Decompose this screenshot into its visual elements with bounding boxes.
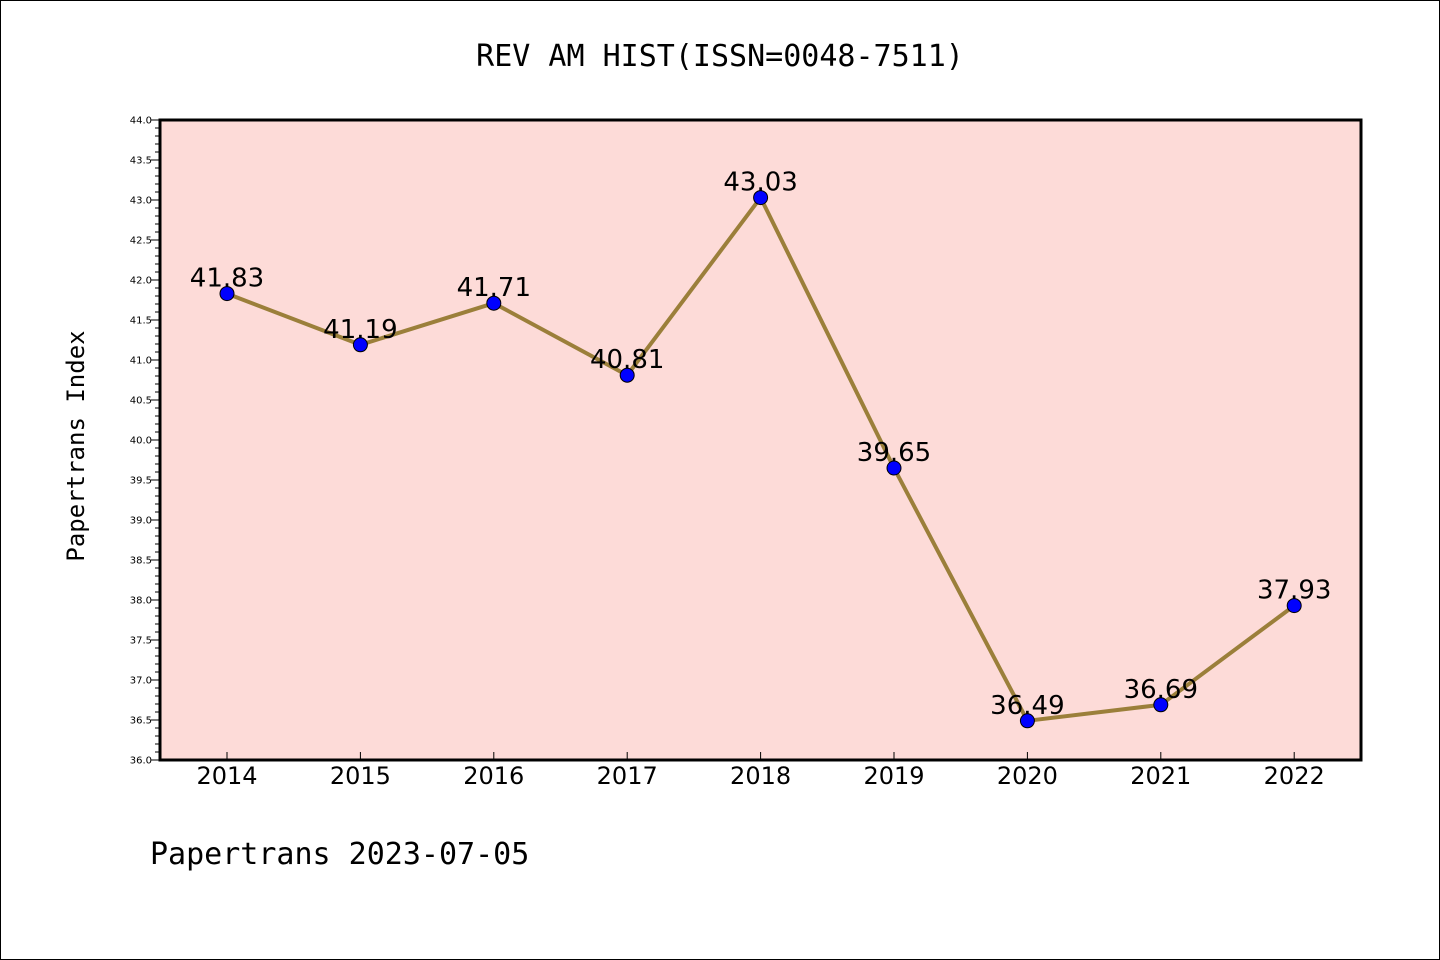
y-tick-label: 36.5 — [130, 716, 152, 727]
x-tick-label: 2016 — [463, 762, 524, 790]
data-labels: 41.83 41.19 41.71 40.81 43.03 39.65 36.49 36.69… — [190, 168, 1332, 721]
data-point — [1286, 598, 1302, 614]
x-tick-label: 2019 — [863, 762, 924, 790]
data-label: 40.81 — [590, 345, 664, 375]
y-tick-label: 42.5 — [130, 236, 152, 247]
y-tick-label: 43.5 — [130, 156, 152, 167]
x-tick-label: 2014 — [196, 762, 257, 790]
data-label: 43.03 — [723, 168, 797, 198]
data-label: 37.93 — [1257, 576, 1331, 606]
y-tick-label: 41.0 — [130, 356, 152, 367]
data-point — [619, 367, 635, 383]
chart-title: REV AM HIST(ISSN=0048-7511) — [476, 39, 964, 74]
data-label: 41.83 — [190, 264, 264, 294]
y-axis-label: Papertrans Index — [62, 330, 90, 561]
data-label: 41.19 — [323, 315, 397, 345]
plot-area — [160, 120, 1361, 760]
data-point — [486, 295, 502, 311]
y-tick-label: 38.0 — [130, 596, 152, 607]
x-axis: 2014 2015 2016 2017 2018 2019 2020 2021 2022 — [196, 752, 1325, 790]
data-points — [219, 190, 1302, 729]
data-point — [1153, 697, 1169, 713]
data-label: 41.71 — [457, 273, 531, 303]
data-point — [352, 337, 368, 353]
x-tick-label: 2020 — [997, 762, 1058, 790]
data-label: 36.69 — [1124, 675, 1198, 705]
data-label: 39.65 — [857, 438, 931, 468]
x-tick-label: 2021 — [1130, 762, 1191, 790]
y-tick-label: 41.5 — [130, 316, 152, 327]
y-tick-label: 40.5 — [130, 396, 152, 407]
y-tick-label: 38.5 — [130, 556, 152, 567]
data-point — [219, 286, 235, 302]
y-tick-label: 37.0 — [130, 676, 152, 687]
data-point — [886, 460, 902, 476]
footer-text: Papertrans 2023-07-05 — [150, 837, 529, 872]
data-label: 36.49 — [990, 691, 1064, 721]
y-tick-label: 42.0 — [130, 276, 152, 287]
y-tick-label: 39.0 — [130, 516, 152, 527]
y-axis: 36.0 36.5 37.0 37.5 38.0 38.5 39.0 39.5 40.0 40.5… — [130, 116, 160, 767]
y-tick-label: 40.0 — [130, 436, 152, 447]
y-tick-label: 36.0 — [130, 756, 152, 767]
x-tick-label: 2022 — [1264, 762, 1325, 790]
y-tick-label: 37.5 — [130, 636, 152, 647]
data-point — [753, 190, 769, 206]
x-tick-label: 2015 — [330, 762, 391, 790]
data-point — [1019, 713, 1035, 729]
y-tick-label: 44.0 — [130, 116, 152, 127]
y-tick-label: 39.5 — [130, 476, 152, 487]
plot-border — [158, 118, 1363, 762]
x-tick-label: 2018 — [730, 762, 791, 790]
x-tick-label: 2017 — [597, 762, 658, 790]
y-tick-label: 43.0 — [130, 196, 152, 207]
